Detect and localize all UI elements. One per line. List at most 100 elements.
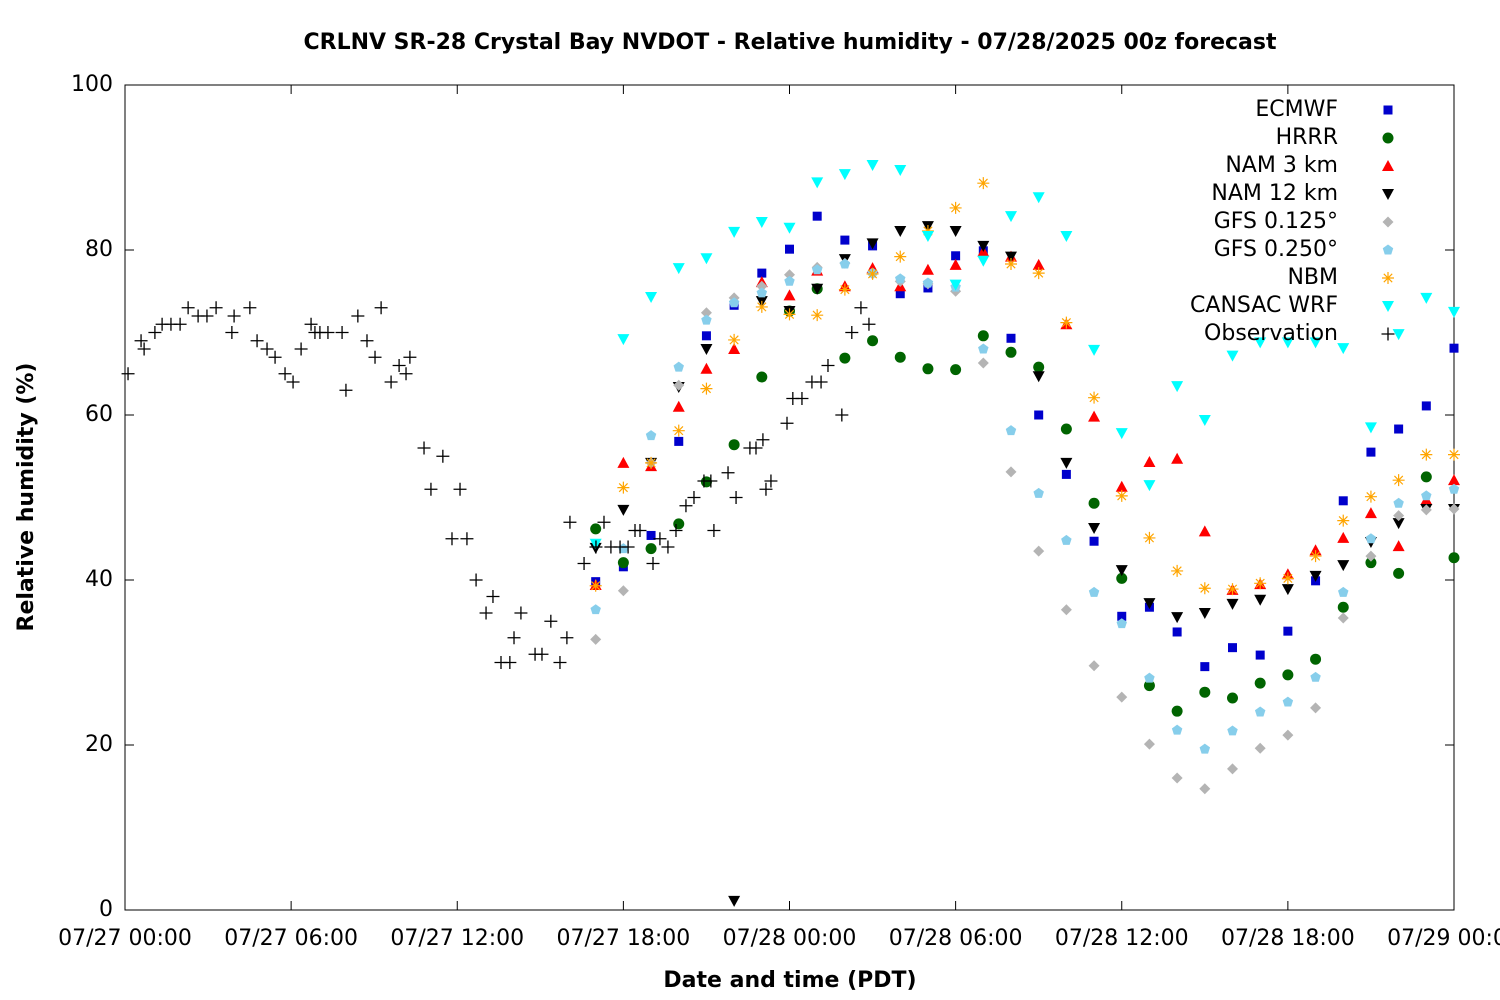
point — [645, 292, 658, 304]
point — [1199, 743, 1211, 754]
point — [783, 308, 796, 321]
point — [1254, 337, 1267, 349]
point — [1421, 490, 1432, 501]
point — [1143, 598, 1156, 610]
point — [921, 230, 934, 242]
point — [839, 258, 851, 269]
point — [1281, 337, 1294, 349]
point — [121, 367, 135, 381]
point — [845, 326, 859, 339]
point — [1392, 329, 1405, 341]
point — [1060, 316, 1073, 329]
point — [351, 309, 365, 323]
point — [200, 309, 214, 323]
point — [1032, 258, 1045, 270]
point — [977, 177, 990, 190]
legend-label: HRRR — [1276, 125, 1338, 150]
point — [1337, 601, 1349, 613]
point — [1005, 346, 1017, 358]
point — [811, 283, 824, 295]
point — [811, 177, 824, 189]
point — [646, 530, 656, 540]
legend-label: CANSAC WRF — [1190, 293, 1338, 318]
point — [1034, 410, 1044, 420]
point — [1144, 672, 1155, 683]
point — [1420, 471, 1432, 483]
point — [1061, 534, 1072, 545]
point — [1171, 564, 1184, 577]
point — [479, 606, 493, 620]
point — [268, 350, 282, 364]
point — [1115, 565, 1128, 577]
legend-marker — [1382, 301, 1394, 312]
point — [784, 269, 795, 281]
point — [949, 226, 962, 238]
point — [866, 238, 879, 250]
point — [1254, 742, 1266, 754]
point — [1115, 428, 1128, 440]
point — [1281, 584, 1294, 596]
point — [134, 334, 148, 348]
point — [721, 466, 735, 480]
point — [1088, 523, 1101, 535]
point — [1143, 680, 1155, 692]
y-tick-label: 20 — [85, 732, 113, 757]
legend-marker — [1382, 272, 1394, 284]
x-tick-label: 07/28 06:00 — [889, 926, 1023, 951]
point — [1365, 557, 1377, 569]
point — [1088, 344, 1101, 356]
point — [1032, 267, 1045, 280]
point — [894, 226, 907, 238]
point — [453, 482, 467, 496]
point — [617, 557, 629, 569]
point — [1282, 696, 1294, 707]
point — [669, 524, 683, 537]
point — [1143, 480, 1156, 492]
point — [867, 335, 879, 347]
legend-marker — [1383, 105, 1393, 115]
point — [1117, 611, 1127, 621]
point — [360, 334, 374, 348]
point — [1393, 567, 1405, 579]
point — [417, 441, 431, 455]
point — [764, 474, 778, 488]
point — [700, 344, 713, 355]
point — [838, 169, 851, 181]
point — [838, 283, 851, 296]
point — [780, 416, 794, 430]
point — [335, 326, 349, 339]
point — [1032, 371, 1045, 383]
point — [1005, 466, 1017, 478]
point — [728, 343, 741, 354]
point — [707, 524, 721, 537]
point — [728, 333, 741, 346]
point — [339, 383, 353, 397]
point — [294, 342, 308, 356]
legend-marker — [1382, 189, 1394, 200]
point — [514, 606, 528, 620]
point — [1171, 724, 1183, 735]
point — [1005, 425, 1017, 436]
point — [1228, 643, 1237, 653]
point — [597, 515, 611, 529]
point — [1392, 540, 1405, 552]
point — [368, 350, 382, 364]
point — [1364, 422, 1377, 434]
point — [949, 201, 962, 214]
point — [700, 362, 713, 374]
point — [1255, 650, 1265, 660]
point — [1171, 772, 1183, 784]
point — [895, 273, 906, 284]
point — [1282, 729, 1294, 741]
point — [866, 160, 879, 172]
point — [486, 590, 500, 603]
point — [260, 342, 274, 356]
point — [814, 375, 828, 389]
point — [1448, 306, 1460, 318]
point — [1254, 677, 1266, 689]
point — [1060, 457, 1073, 469]
point — [1338, 496, 1348, 506]
legend-label: Observation — [1204, 321, 1338, 346]
point — [795, 392, 809, 405]
point — [1115, 489, 1128, 502]
